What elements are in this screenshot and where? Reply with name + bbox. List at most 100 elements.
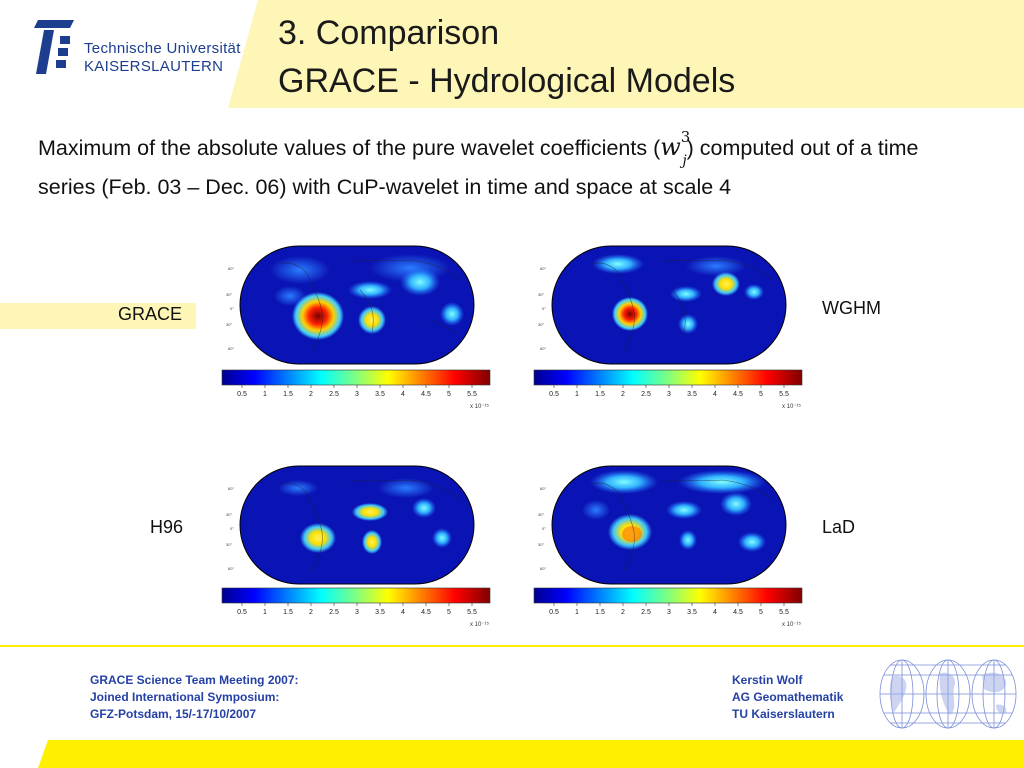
colorbar-tick-label: 1 (263, 391, 267, 398)
colorbar-multiplier: x 10⁻¹⁵ (470, 403, 490, 410)
panel-label-grace: GRACE (118, 304, 183, 324)
colorbar-multiplier: x 10⁻¹⁵ (782, 403, 802, 410)
footer-band (38, 740, 1024, 768)
svg-text:30°: 30° (538, 512, 544, 517)
colorbar-tick-label: 2 (621, 391, 625, 398)
colorbar-multiplier: x 10⁻¹⁵ (470, 621, 490, 628)
colorbar-tick-label: 1.5 (283, 391, 293, 398)
svg-text:60°: 60° (228, 486, 234, 491)
footer-left-line2: Joined International Symposium: (90, 690, 280, 704)
colorbar-tick-label: 5.5 (779, 391, 789, 398)
footer-author-info: Kerstin Wolf AG Geomathematik TU Kaisers… (732, 672, 843, 723)
svg-text:30°: 30° (538, 322, 544, 327)
colorbar-tick-label: 3 (355, 609, 359, 616)
label-highlight-band (0, 303, 196, 329)
slide-title-line1: 3. Comparison (278, 14, 500, 52)
map-lad: 60° 30° 0° 30° 60° (538, 465, 787, 585)
colorbar-ticks: 0.5 1 1.5 2 2.5 3 3.5 4 4.5 5 5.5 (237, 385, 477, 398)
colorbar-tick-label: 0.5 (549, 391, 559, 398)
svg-text:60°: 60° (228, 266, 234, 271)
colorbar-tick-label: 3.5 (687, 391, 697, 398)
colorbar-tick-label: 4.5 (733, 391, 743, 398)
footer-left-line3: GFZ-Potsdam, 15/-17/10/2007 (90, 707, 257, 721)
svg-text:60°: 60° (540, 566, 546, 571)
colorbar-tick-label: 4 (713, 609, 717, 616)
colorbar-tick-label: 1.5 (595, 391, 605, 398)
colorbar-tick-label: 2.5 (641, 609, 651, 616)
university-logo: Technische Universität KAISERSLAUTERN (30, 16, 240, 80)
svg-text:30°: 30° (226, 322, 232, 327)
colorbar-tick-label: 3.5 (375, 609, 385, 616)
panel-label-h96: H96 (150, 517, 184, 537)
map-wghm: 60° 30° 0° 30° 60° (538, 245, 787, 365)
svg-text:30°: 30° (226, 542, 232, 547)
svg-text:0°: 0° (542, 306, 546, 311)
colorbar-tick-label: 1.5 (283, 609, 293, 616)
colorbar-tick-label: 2 (309, 391, 313, 398)
svg-text:0°: 0° (230, 306, 234, 311)
colorbar-tick-label: 2 (309, 609, 313, 616)
colorbar-tick-label: 5 (759, 609, 763, 616)
footer-right-line3: TU Kaiserslautern (732, 707, 835, 721)
colorbar-tick-label: 4 (713, 391, 717, 398)
colorbar-tick-label: 3 (667, 609, 671, 616)
colorbar-tick-label: 4 (401, 391, 405, 398)
colorbar-multiplier: x 10⁻¹⁵ (782, 621, 802, 628)
svg-text:30°: 30° (226, 512, 232, 517)
colorbar-h96: 0.5 1 1.5 2 2.5 3 3.5 4 4.5 5 5.5 x 10⁻¹⁵ (221, 587, 491, 628)
colorbar-tick-label: 5.5 (467, 391, 477, 398)
colorbar-ticks: 0.5 1 1.5 2 2.5 3 3.5 4 4.5 5 5.5 (237, 603, 477, 616)
colorbar-tick-label: 5.5 (779, 609, 789, 616)
map-h96: 60° 30° 0° 30° 60° (226, 465, 475, 585)
globe-wireframe-icon (879, 659, 1017, 729)
colorbar-ticks: 0.5 1 1.5 2 2.5 3 3.5 4 4.5 5 5.5 (549, 603, 789, 616)
colorbar-tick-label: 4.5 (733, 609, 743, 616)
map-grace: 60° 30° 0° 30° 60° (226, 245, 475, 365)
footer-right-line2: AG Geomathematik (732, 690, 844, 704)
colorbar-tick-label: 5.5 (467, 609, 477, 616)
colorbar-tick-label: 3.5 (375, 391, 385, 398)
university-name-line2: KAISERSLAUTERN (84, 58, 224, 75)
slide-description: Maximum of the absolute values of the pu… (38, 126, 978, 202)
colorbar-tick-label: 5 (447, 391, 451, 398)
colorbar-tick-label: 5 (759, 391, 763, 398)
footer-divider (0, 645, 1024, 647)
colorbar-tick-label: 5 (447, 609, 451, 616)
colorbar-tick-label: 0.5 (549, 609, 559, 616)
svg-text:30°: 30° (538, 292, 544, 297)
colorbar-tick-label: 3 (667, 391, 671, 398)
colorbar-tick-label: 4 (401, 609, 405, 616)
colorbar-tick-label: 1 (263, 609, 267, 616)
svg-text:30°: 30° (226, 292, 232, 297)
colorbar-wghm: 0.5 1 1.5 2 2.5 3 3.5 4 4.5 5 5.5 x 10⁻¹⁵ (533, 369, 803, 410)
svg-text:30°: 30° (538, 542, 544, 547)
tu-kaiserslautern-logo-icon (34, 20, 74, 74)
colorbar-tick-label: 2.5 (329, 391, 339, 398)
svg-text:0°: 0° (542, 526, 546, 531)
colorbar-lad: 0.5 1 1.5 2 2.5 3 3.5 4 4.5 5 5.5 x 10⁻¹⁵ (533, 587, 803, 628)
slide-title-line2: GRACE - Hydrological Models (278, 62, 736, 100)
colorbar-tick-label: 2.5 (329, 609, 339, 616)
footer-meeting-info: GRACE Science Team Meeting 2007: Joined … (90, 672, 299, 723)
wavelet-coefficient-symbol: w3j (660, 128, 691, 169)
colorbar-tick-label: 4.5 (421, 609, 431, 616)
colorbar-tick-label: 4.5 (421, 391, 431, 398)
colorbar-tick-label: 1 (575, 609, 579, 616)
colorbar-tick-label: 3 (355, 391, 359, 398)
svg-text:60°: 60° (540, 346, 546, 351)
svg-text:60°: 60° (540, 266, 546, 271)
colorbar-ticks: 0.5 1 1.5 2 2.5 3 3.5 4 4.5 5 5.5 (549, 385, 789, 398)
colorbar-tick-label: 0.5 (237, 391, 247, 398)
footer-right-line1: Kerstin Wolf (732, 673, 803, 687)
colorbar-tick-label: 2.5 (641, 391, 651, 398)
colorbar-tick-label: 0.5 (237, 609, 247, 616)
description-text-before: Maximum of the absolute values of the pu… (38, 136, 661, 160)
university-name-line1: Technische Universität (84, 40, 241, 57)
svg-text:60°: 60° (540, 486, 546, 491)
colorbar-tick-label: 2 (621, 609, 625, 616)
svg-text:0°: 0° (230, 526, 234, 531)
colorbar-tick-label: 3.5 (687, 609, 697, 616)
colorbar-tick-label: 1.5 (595, 609, 605, 616)
panel-label-lad: LaD (822, 517, 856, 537)
footer-left-line1: GRACE Science Team Meeting 2007: (90, 673, 299, 687)
